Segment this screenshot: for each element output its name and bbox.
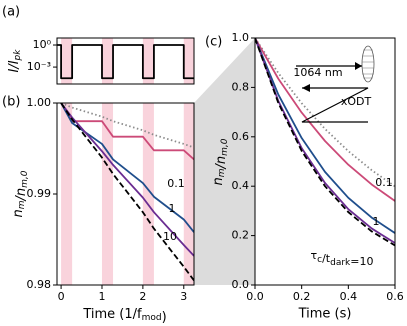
shaded-region	[142, 38, 154, 84]
series-line	[255, 38, 395, 202]
y-tick-label: 1.0	[232, 31, 250, 44]
y-axis-label: I/Ipk	[7, 49, 23, 73]
x-axis-label: Time (1/fmod)	[82, 307, 166, 325]
panel-label: (b)	[2, 95, 20, 110]
lens	[361, 45, 375, 83]
x-tick-label: 1	[98, 290, 105, 303]
panel-label: (a)	[2, 5, 20, 20]
arrow-head	[302, 84, 310, 92]
y-tick-label: 10⁻³	[27, 60, 51, 73]
series-line	[255, 38, 395, 188]
y-tick-label: 0.98	[27, 278, 52, 291]
x-axis-label: Time (s)	[298, 307, 352, 322]
x-tick-label: 0.0	[246, 290, 264, 303]
inset-label: xODT	[341, 95, 372, 108]
arrow-head	[355, 62, 362, 70]
shaded-region	[142, 103, 154, 285]
y-tick-label: 0.0	[232, 278, 250, 291]
x-tick-label: 0.6	[386, 290, 404, 303]
shaded-region	[61, 103, 73, 285]
series-label: 1	[169, 202, 176, 215]
shaded-region	[183, 103, 194, 285]
y-tick-label: 0.8	[232, 80, 250, 93]
series-line	[60, 103, 194, 257]
shaded-region	[61, 38, 73, 84]
series-label: 10	[163, 230, 177, 243]
series-line	[60, 103, 194, 161]
series-line	[255, 38, 395, 234]
series-line	[60, 103, 194, 281]
shaded-region	[101, 38, 114, 84]
zoom-cone	[194, 38, 255, 285]
x-tick-label: 0.2	[293, 290, 311, 303]
shaded-region	[101, 103, 114, 285]
inset-diagram: 1064 nm xODT	[293, 45, 375, 123]
axes-frame	[56, 37, 195, 85]
series-line	[255, 38, 395, 247]
axes-frame	[254, 37, 396, 286]
axes-frame	[56, 102, 195, 286]
plot-area	[255, 38, 395, 247]
y-axis-label: nm/nm,0	[11, 170, 30, 217]
lens-hatch	[362, 49, 374, 79]
series-line	[57, 44, 194, 80]
panel-label: (c)	[205, 35, 222, 50]
y-tick-label: 1.00	[27, 96, 52, 109]
shaded-region	[183, 38, 194, 84]
series-line	[60, 103, 194, 149]
y-tick-label: 0.99	[27, 187, 52, 200]
series-label: τc/tdark=10	[311, 249, 374, 268]
y-tick-label: 0.6	[232, 130, 250, 143]
beam-path	[301, 87, 369, 123]
series-label: 0.1	[375, 176, 393, 189]
x-tick-label: 2	[139, 290, 146, 303]
plot-area	[57, 38, 194, 84]
x-tick-label: 0	[58, 290, 65, 303]
y-axis-label: nm/nm,0	[211, 138, 230, 185]
plot-area	[60, 103, 194, 285]
series-label: 1	[373, 215, 380, 228]
x-tick-label: 0.4	[340, 290, 358, 303]
series-label: 0.1	[167, 177, 185, 190]
y-tick-label: 0.2	[232, 229, 250, 242]
x-tick-label: 3	[180, 290, 187, 303]
y-tick-label: 10⁰	[33, 38, 52, 51]
y-tick-label: 0.4	[232, 179, 250, 192]
inset-label: 1064 nm	[293, 66, 342, 79]
